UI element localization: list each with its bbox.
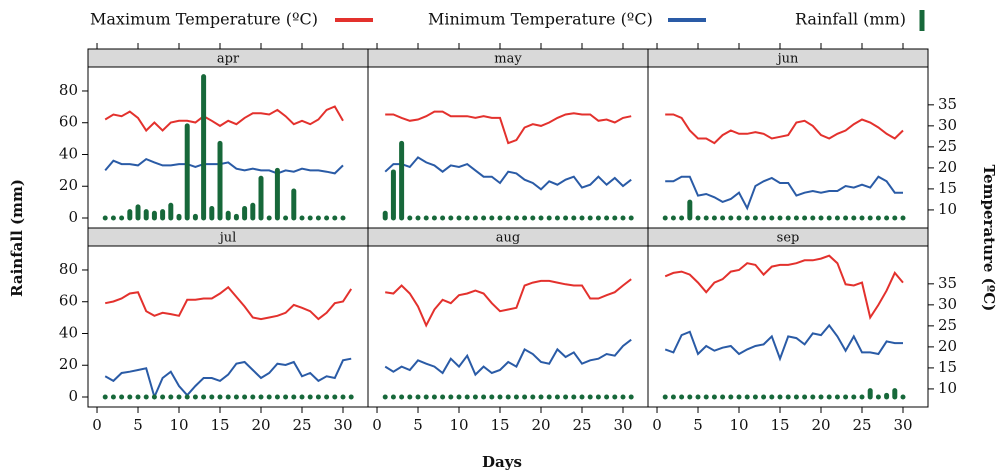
x-tick-label: 20 <box>811 416 830 434</box>
temperature-line <box>665 175 903 211</box>
x-tick-label: 25 <box>292 416 311 434</box>
y2-tick-label: 25 <box>938 316 957 334</box>
x-tick-label: 10 <box>169 416 188 434</box>
strip-label: sep <box>777 231 800 246</box>
temperature-line <box>385 110 632 145</box>
y-tick-label: 20 <box>59 176 78 194</box>
x-axis-title: Days <box>482 453 522 471</box>
y2-tick-label: 35 <box>938 95 957 113</box>
y2-tick-label: 30 <box>938 116 957 134</box>
y-tick-label: 80 <box>59 260 78 278</box>
x-tick-label: 5 <box>413 416 423 434</box>
x-tick-label: 30 <box>893 416 912 434</box>
y-tick-label: 40 <box>59 144 78 162</box>
strip-label: may <box>494 52 522 67</box>
y2-tick-label: 10 <box>938 379 957 397</box>
y-tick-label: 40 <box>59 323 78 341</box>
temperature-line <box>665 113 904 145</box>
legend-label: Minimum Temperature (ºC) <box>428 10 653 29</box>
x-tick-label: 30 <box>333 416 352 434</box>
y2-axis-title: Temperature (ºC) <box>980 165 998 312</box>
x-tick-label: 20 <box>531 416 550 434</box>
temperature-line <box>664 323 903 362</box>
strip-label: apr <box>217 52 240 67</box>
y2-tick-label: 35 <box>938 274 957 292</box>
temperature-line <box>104 357 352 400</box>
x-tick-label: 25 <box>572 416 591 434</box>
x-tick-label: 0 <box>372 416 382 434</box>
strip-label: aug <box>496 231 520 246</box>
temperature-line <box>384 338 632 377</box>
legend-label: Maximum Temperature (ºC) <box>90 10 318 29</box>
panel-frame <box>87 66 369 229</box>
strip-label: jun <box>776 52 799 67</box>
panel-frame <box>87 245 369 408</box>
x-tick-label: 20 <box>251 416 270 434</box>
y-tick-label: 0 <box>68 208 78 226</box>
y-tick-label: 60 <box>59 113 78 131</box>
temperature-line <box>104 285 353 321</box>
y2-tick-label: 15 <box>938 179 957 197</box>
strip-label: jul <box>218 231 237 246</box>
panel-frame <box>647 245 929 408</box>
x-tick-label: 10 <box>729 416 748 434</box>
temperature-line <box>385 278 632 328</box>
y2-tick-label: 15 <box>938 358 957 376</box>
y-tick-label: 0 <box>68 387 78 405</box>
panel-frame <box>367 66 649 229</box>
y-axis-title: Rainfall (mm) <box>8 179 26 297</box>
legend-label: Rainfall (mm) <box>795 10 906 29</box>
temperature-line <box>104 105 344 133</box>
temperature-line <box>664 254 904 321</box>
x-tick-label: 15 <box>210 416 229 434</box>
y2-tick-label: 25 <box>938 137 957 155</box>
y-tick-label: 80 <box>59 81 78 99</box>
temperature-line <box>104 157 344 175</box>
x-tick-label: 0 <box>652 416 662 434</box>
x-tick-label: 10 <box>449 416 468 434</box>
x-tick-label: 5 <box>133 416 143 434</box>
x-tick-label: 5 <box>693 416 703 434</box>
y2-tick-label: 20 <box>938 337 957 355</box>
x-tick-label: 15 <box>770 416 789 434</box>
y2-tick-label: 20 <box>938 158 957 176</box>
x-tick-label: 30 <box>613 416 632 434</box>
x-tick-label: 0 <box>92 416 102 434</box>
y-tick-label: 60 <box>59 292 78 310</box>
temperature-line <box>384 156 632 191</box>
x-tick-label: 15 <box>490 416 509 434</box>
y-tick-label: 20 <box>59 355 78 373</box>
x-tick-label: 25 <box>852 416 871 434</box>
y2-tick-label: 30 <box>938 295 957 313</box>
panel-frame <box>367 245 649 408</box>
y2-tick-label: 10 <box>938 200 957 218</box>
